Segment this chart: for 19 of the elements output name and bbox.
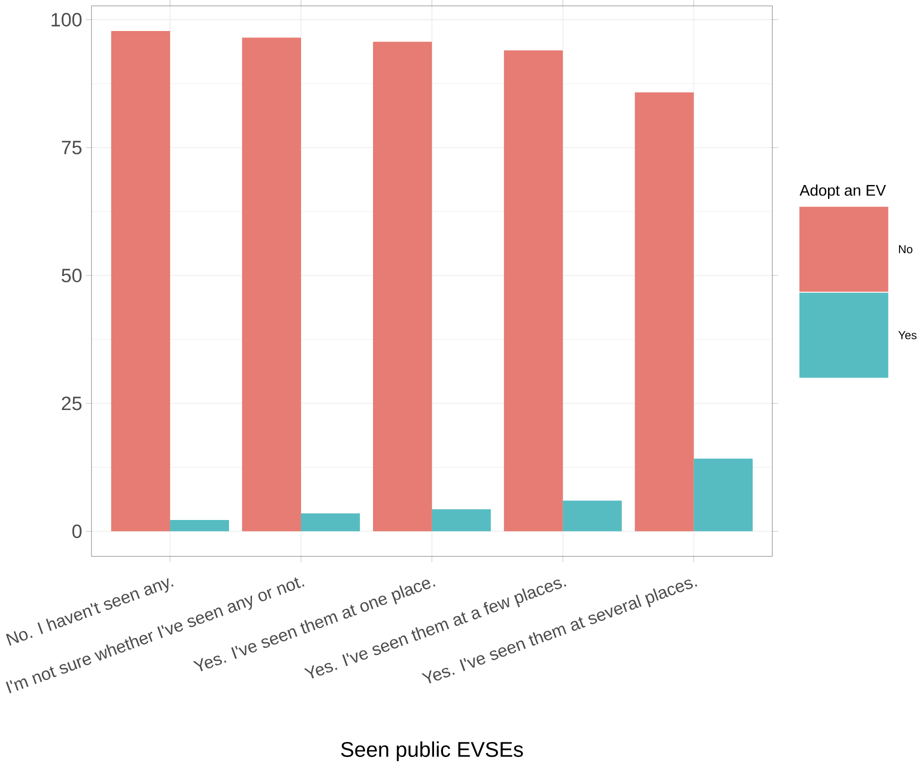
bar [373,42,432,532]
y-tick-label: 50 [62,268,82,282]
text: No [899,245,912,254]
y-tick-label: 75 [62,140,82,154]
bar [242,37,301,532]
bar [694,458,753,532]
bar [562,500,622,532]
bar [432,509,491,532]
legend-title: Adopt an EV [800,184,886,199]
y-tick-label: 0 [72,524,82,538]
y-tick-label: 100 [52,12,82,26]
bar [300,513,360,532]
bar [504,50,563,532]
bar [111,30,170,532]
y-tick-label: 25 [62,396,82,410]
bar [170,520,229,532]
x-axis-title: Seen public EVSEs [341,741,523,761]
text: Yes [898,331,917,340]
bar [634,92,694,532]
